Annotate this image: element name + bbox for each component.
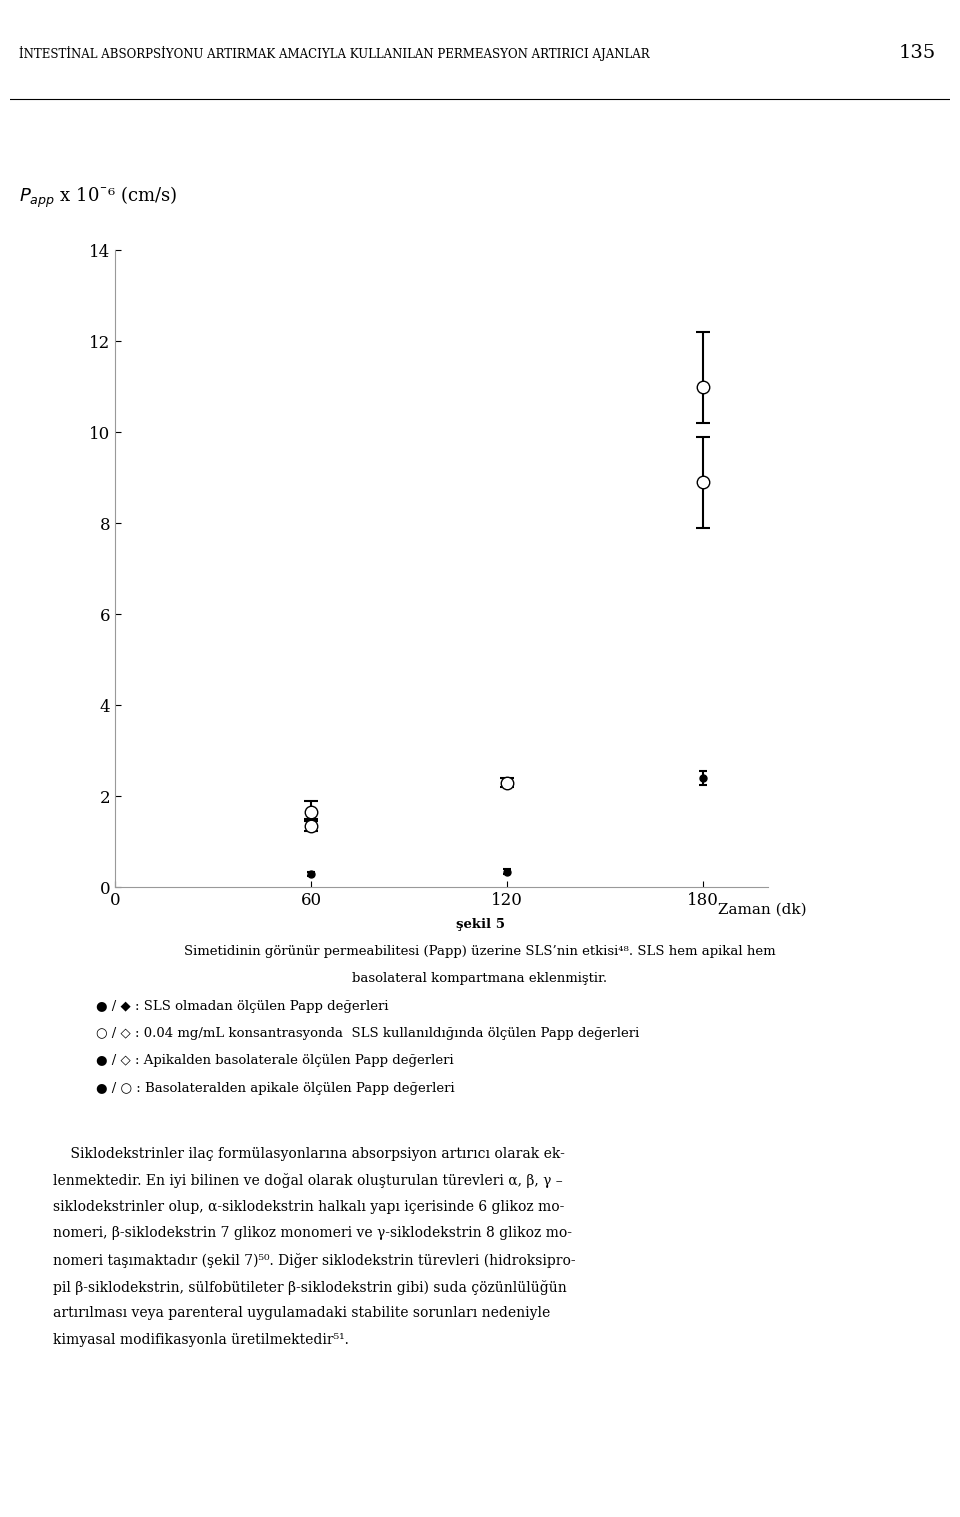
Text: Simetidinin görünür permeabilitesi (Papp) üzerine SLS’nin etkisi⁴⁸. SLS hem apik: Simetidinin görünür permeabilitesi (Papp… <box>184 945 776 959</box>
Text: şekil 5: şekil 5 <box>455 918 505 931</box>
Text: pil β-siklodekstrin, sülfobütileter β-siklodekstrin gibi) suda çözünlülüğün: pil β-siklodekstrin, sülfobütileter β-si… <box>53 1279 566 1294</box>
Text: İNTESTİNAL ABSORPSİYONU ARTIRMAK AMACIYLA KULLANILAN PERMEASYON ARTIRICI AJANLAR: İNTESTİNAL ABSORPSİYONU ARTIRMAK AMACIYL… <box>19 46 650 61</box>
Text: 135: 135 <box>899 44 936 62</box>
Text: ● / ○ : Basolateralden apikale ölçülen Papp değerleri: ● / ○ : Basolateralden apikale ölçülen P… <box>96 1082 455 1095</box>
Text: ○ / ◇ : 0.04 mg/mL konsantrasyonda  SLS kullanıldığında ölçülen Papp değerleri: ○ / ◇ : 0.04 mg/mL konsantrasyonda SLS k… <box>96 1027 639 1041</box>
Text: Zaman (dk): Zaman (dk) <box>718 903 806 916</box>
Text: ● / ◆ : SLS olmadan ölçülen Papp değerleri: ● / ◆ : SLS olmadan ölçülen Papp değerle… <box>96 1000 389 1013</box>
Text: lenmektedir. En iyi bilinen ve doğal olarak oluşturulan türevleri α, β, γ –: lenmektedir. En iyi bilinen ve doğal ola… <box>53 1174 563 1188</box>
Text: $\mathit{P}_{app}$ x 10¯⁶ (cm/s): $\mathit{P}_{app}$ x 10¯⁶ (cm/s) <box>19 185 178 209</box>
Text: nomeri taşımaktadır (şekil 7)⁵⁰. Diğer siklodekstrin türevleri (hidroksipro-: nomeri taşımaktadır (şekil 7)⁵⁰. Diğer s… <box>53 1253 575 1268</box>
Text: kimyasal modifikasyonla üretilmektedir⁵¹.: kimyasal modifikasyonla üretilmektedir⁵¹… <box>53 1333 348 1347</box>
Text: basolateral kompartmana eklenmiştir.: basolateral kompartmana eklenmiştir. <box>352 972 608 986</box>
Text: artırılması veya parenteral uygulamadaki stabilite sorunları nedeniyle: artırılması veya parenteral uygulamadaki… <box>53 1306 550 1320</box>
Text: siklodekstrinler olup, α-siklodekstrin halkalı yapı içerisinde 6 glikoz mo-: siklodekstrinler olup, α-siklodekstrin h… <box>53 1200 564 1214</box>
Text: ● / ◇ : Apikalden basolaterale ölçülen Papp değerleri: ● / ◇ : Apikalden basolaterale ölçülen P… <box>96 1054 454 1068</box>
Text: nomeri, β-siklodekstrin 7 glikoz monomeri ve γ-siklodekstrin 8 glikoz mo-: nomeri, β-siklodekstrin 7 glikoz monomer… <box>53 1226 572 1241</box>
Text: Siklodekstrinler ilaç formülasyonlarına absorpsiyon artırıcı olarak ek-: Siklodekstrinler ilaç formülasyonlarına … <box>53 1147 564 1161</box>
